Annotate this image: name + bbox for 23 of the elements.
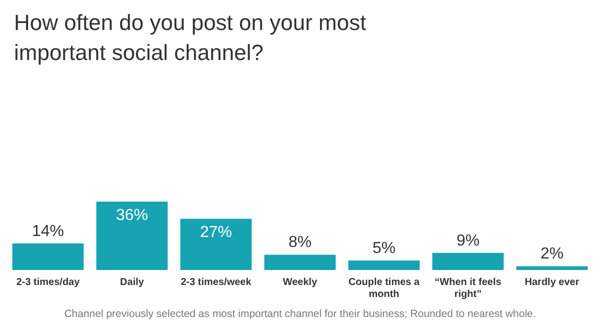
text: Channel previously selected as most important channel for their business; Rounded to nearest whole. <box>63 308 537 320</box>
bar <box>264 254 336 270</box>
bar <box>96 202 168 270</box>
chart-title: How often do you post on your most important social channel? <box>14 9 368 67</box>
data-label: 14% <box>32 222 64 240</box>
bar <box>12 243 84 270</box>
data-label: 8% <box>288 234 312 252</box>
x-tick-label: Hardly ever <box>524 276 580 288</box>
x-tick-label: “When it feels right” <box>434 276 502 300</box>
x-tick-label: 2-3 times/week <box>180 276 252 288</box>
x-tick-label: Daily <box>120 276 144 288</box>
x-tick-label: Couple times a month <box>348 276 420 300</box>
data-label: 27% <box>200 224 232 242</box>
x-tick-label: 2-3 times/day <box>16 276 80 288</box>
data-label: 5% <box>372 240 396 257</box>
data-label: 36% <box>116 207 148 224</box>
data-label: 9% <box>456 232 480 250</box>
bar <box>348 260 420 270</box>
bar <box>516 266 588 270</box>
data-label: 2% <box>540 246 564 263</box>
bar <box>180 218 252 270</box>
bar <box>432 252 504 270</box>
x-tick-label: Weekly <box>282 276 318 288</box>
